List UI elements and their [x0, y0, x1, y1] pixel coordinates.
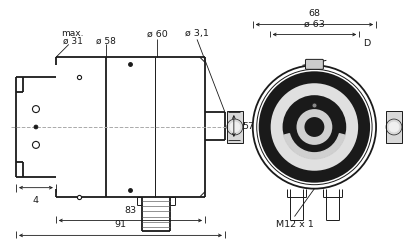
Text: 83: 83 — [124, 205, 137, 214]
Bar — [227, 112, 243, 143]
Circle shape — [230, 122, 240, 133]
Bar — [386, 112, 402, 143]
Text: ø 3,1: ø 3,1 — [185, 29, 209, 38]
Text: 68: 68 — [308, 9, 320, 18]
Text: max.: max. — [61, 29, 84, 38]
Circle shape — [389, 122, 399, 133]
Text: D: D — [364, 39, 371, 48]
Wedge shape — [284, 134, 345, 159]
Circle shape — [259, 72, 370, 183]
Circle shape — [296, 110, 332, 145]
Text: 57: 57 — [242, 122, 254, 131]
FancyBboxPatch shape — [305, 60, 323, 70]
Text: ø 60: ø 60 — [147, 29, 168, 38]
Text: ø 31: ø 31 — [63, 36, 83, 45]
Circle shape — [283, 96, 346, 159]
Text: ø 63: ø 63 — [304, 19, 325, 28]
Text: ø 58: ø 58 — [95, 36, 115, 45]
Circle shape — [34, 125, 38, 130]
Text: 91: 91 — [115, 219, 127, 229]
Text: 4: 4 — [33, 195, 39, 204]
Circle shape — [305, 118, 325, 137]
Circle shape — [271, 84, 358, 171]
Text: M12 x 1: M12 x 1 — [276, 219, 313, 228]
